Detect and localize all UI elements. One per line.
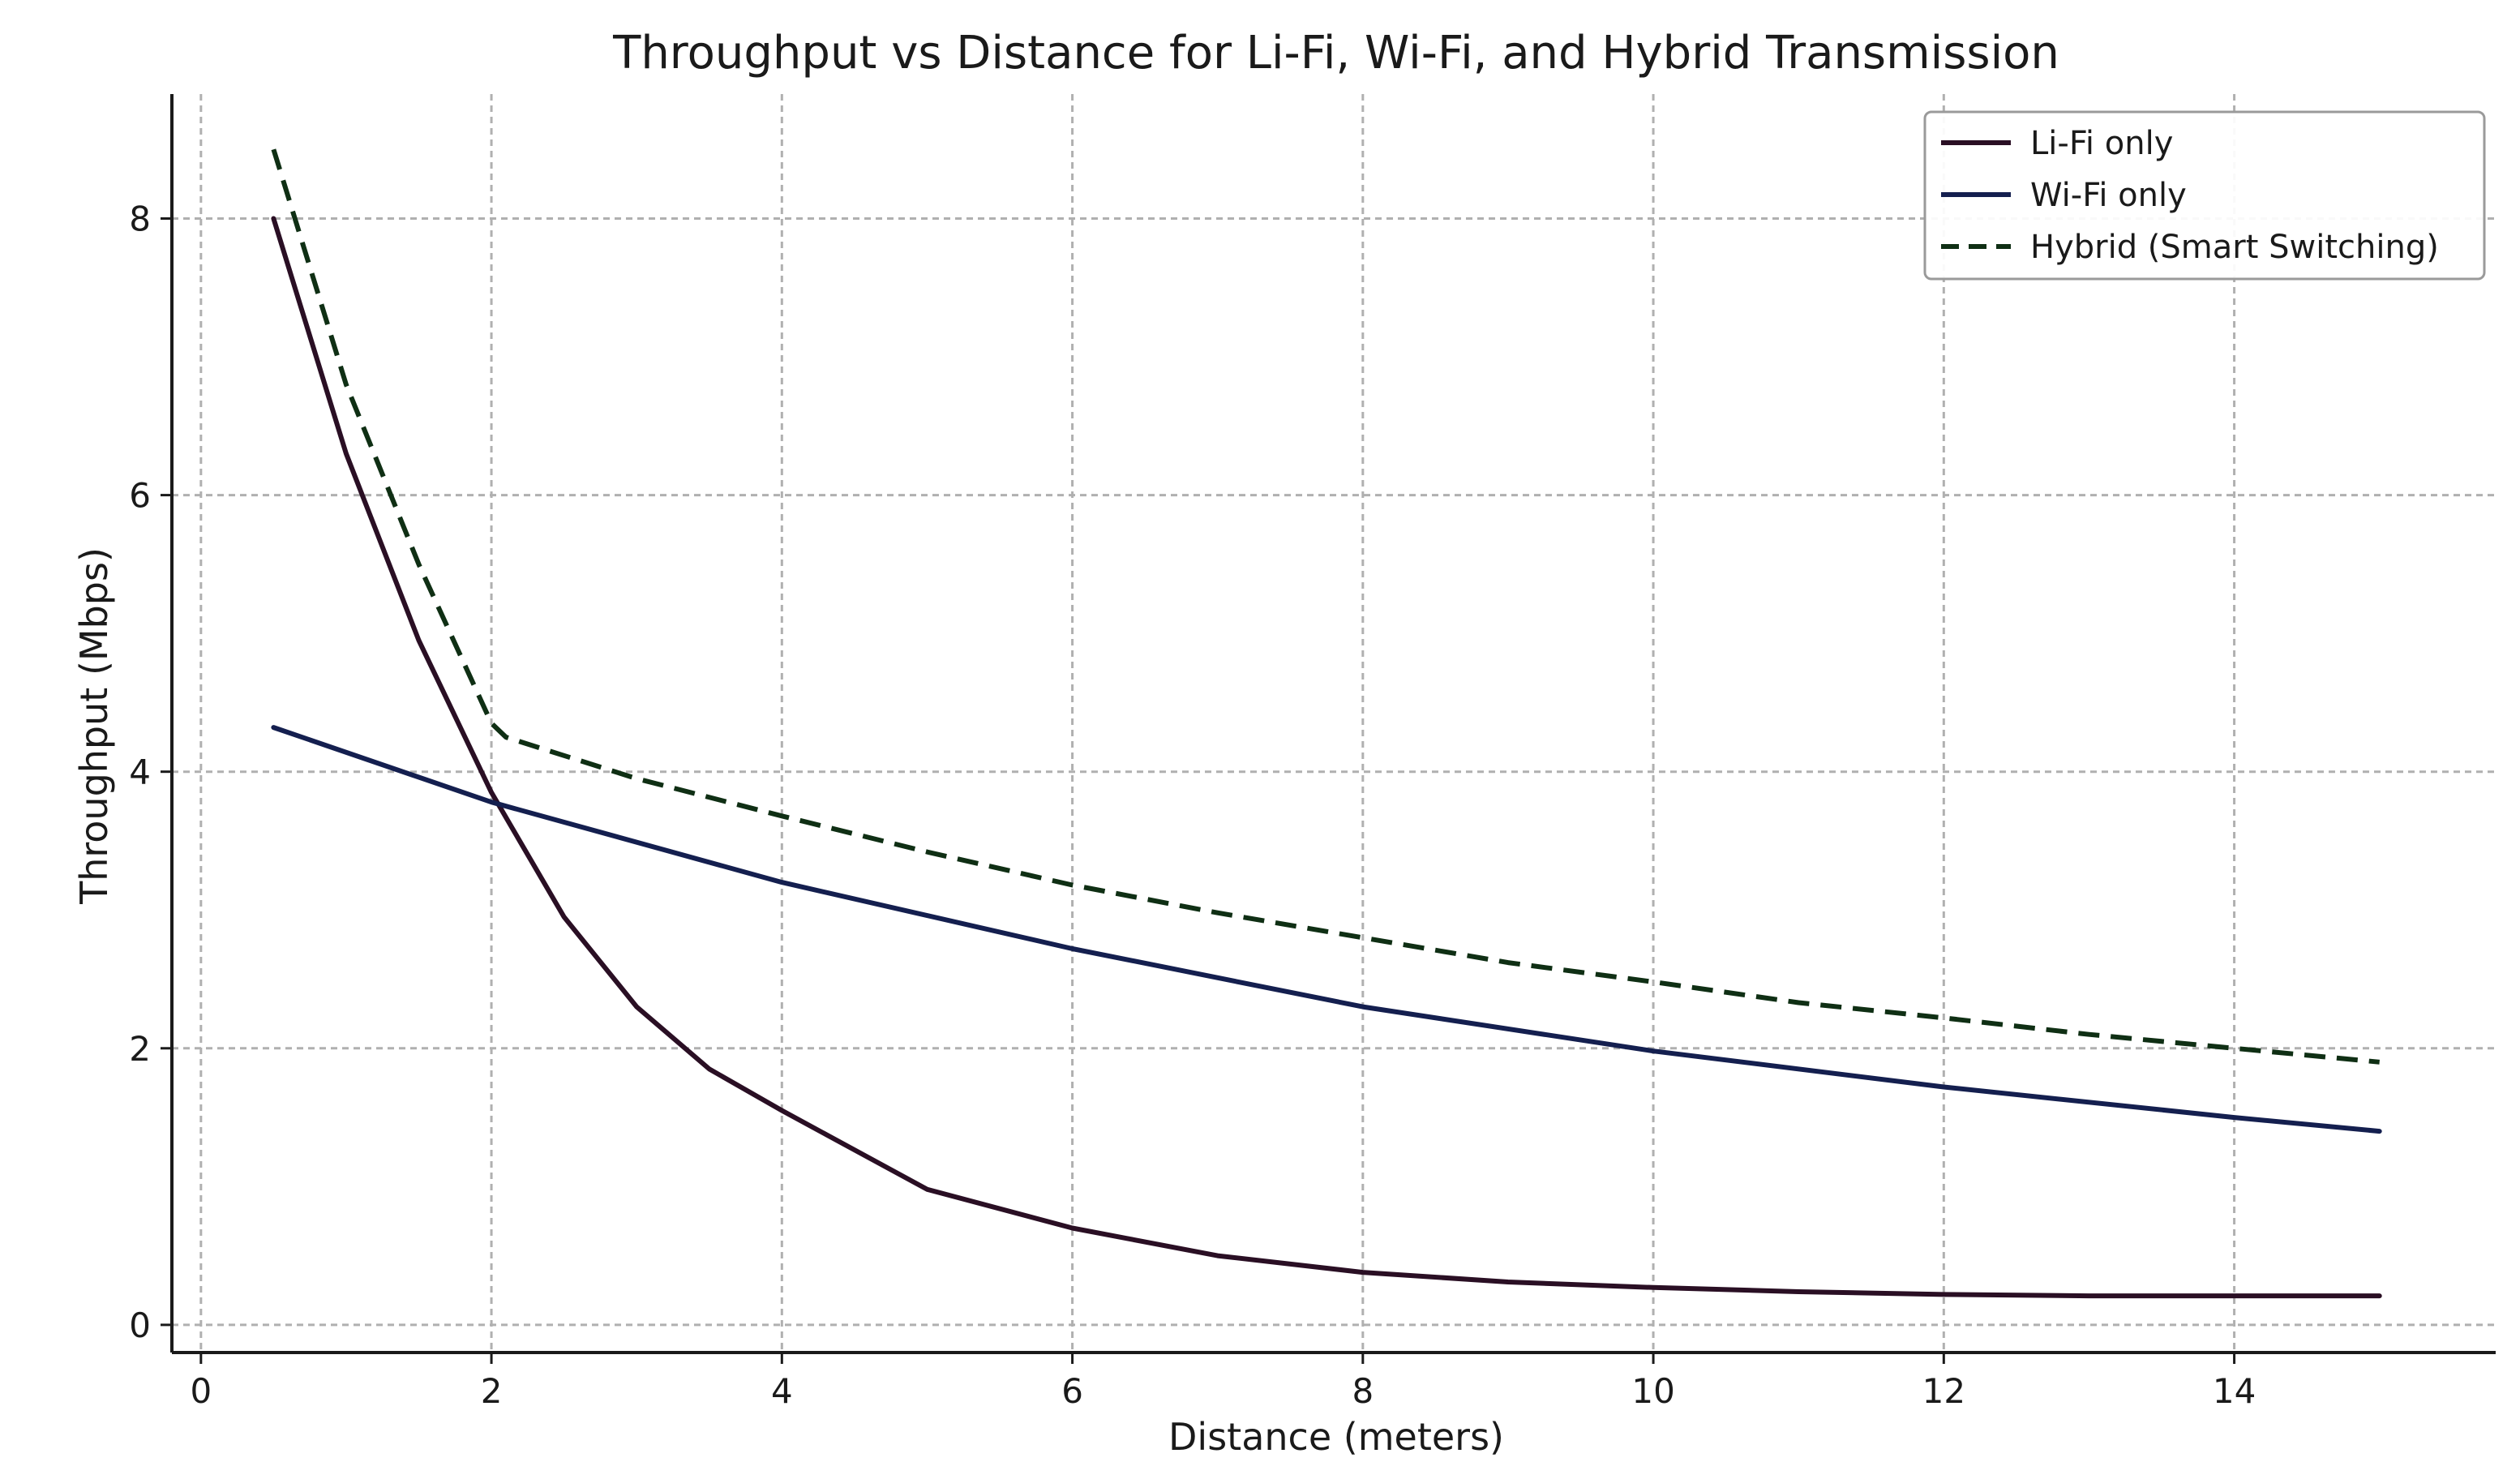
legend-box [1923,110,2486,281]
chart-title: Throughput vs Distance for Li-Fi, Wi-Fi,… [612,27,2059,79]
x-tick-label-6: 12 [1922,1371,1965,1411]
x-tick-label-7: 14 [2213,1371,2256,1411]
y-tick-label-1: 2 [129,1029,151,1069]
series-line-hybrid-smart-switching [271,148,2380,1065]
series-line-wi-fi-only [271,725,2382,1134]
x-tick-label-4: 8 [1352,1371,1374,1411]
x-axis-label: Distance (meters) [1168,1415,1504,1459]
series-lines [271,148,2382,1299]
y-tick-label-0: 0 [129,1306,151,1345]
y-tick-label-2: 4 [129,752,151,792]
legend-label-wi-fi-only: Wi-Fi only [2030,177,2187,214]
legend: Li-Fi only Wi-Fi only Hybrid (Smart Switch… [1923,110,2486,281]
y-axis-label: Throughput (Mbps) [72,547,116,905]
axes [170,94,2496,1354]
grid [172,94,2496,1353]
y-tick-label-3: 6 [129,476,151,516]
x-tick-label-5: 10 [1631,1371,1674,1411]
x-tick-label-1: 2 [481,1371,503,1411]
y-tick-label-4: 8 [129,199,151,238]
legend-label-hybrid-smart-switching: Hybrid (Smart Switching) [2030,229,2439,266]
legend-label-li-fi-only: Li-Fi only [2030,125,2173,162]
x-tick-label-3: 6 [1061,1371,1083,1411]
x-tick-label-0: 0 [190,1371,212,1411]
tick-labels: 0 2 4 6 8 10 12 14 0 2 4 6 8 [129,199,2256,1411]
x-tick-label-2: 4 [771,1371,793,1411]
series-line-li-fi-only [271,216,2382,1299]
